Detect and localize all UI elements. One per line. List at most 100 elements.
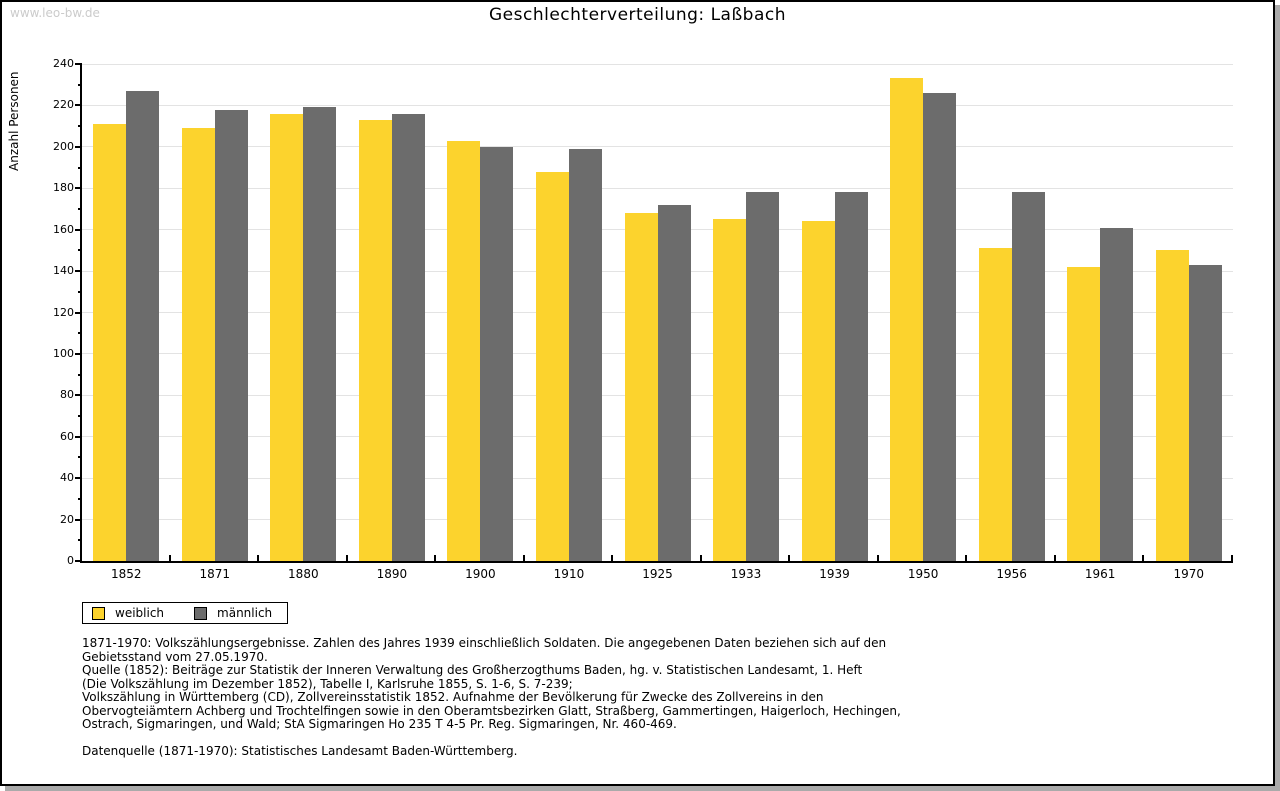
footnote-line: Quelle (1852): Beiträge zur Statistik de… [82,663,863,677]
bar-männlich-1900 [480,146,514,561]
x-axis-boundary-tick [699,555,702,561]
footnote-line: Volkszählung in Württemberg (CD), Zollve… [82,690,824,704]
legend-item-weiblich: weiblich [92,606,164,620]
y-axis-major-tick [75,145,82,148]
y-axis-major-tick [75,228,82,231]
x-axis-boundary-tick [876,555,879,561]
y-axis-tick-label: 200 [53,139,74,153]
legend-swatch-icon [92,606,105,620]
y-gridline [82,187,1233,189]
y-axis-tick-label: 220 [53,98,74,112]
y-axis-major-tick [75,187,82,190]
x-axis-category-label: 1956 [996,567,1027,581]
bar-männlich-1880 [303,107,337,561]
bar-weiblich-1950 [890,78,924,561]
footnote-block: 1871-1970: Volkszählungsergebnisse. Zahl… [82,636,901,732]
legend-box: weiblich männlich [82,602,288,624]
y-gridline [82,104,1233,106]
x-axis-boundary-tick [168,555,171,561]
bar-weiblich-1956 [978,248,1012,561]
bar-weiblich-1933 [713,219,747,561]
x-axis-boundary-tick [1053,555,1056,561]
bar-männlich-1933 [746,192,780,561]
y-axis-tick-label: 180 [53,181,74,195]
bar-weiblich-1890 [358,119,392,561]
y-axis-major-tick [75,270,82,273]
x-axis-category-label: 1880 [288,567,319,581]
y-axis-tick-label: 80 [60,388,74,402]
y-axis-major-tick [75,63,82,65]
bar-weiblich-1880 [270,113,304,561]
footnote-line: Gebietsstand vom 27.05.1970. [82,649,268,664]
bar-männlich-1925 [657,204,691,561]
bar-weiblich-1900 [447,140,481,561]
legend-item-männlich: männlich [194,606,272,620]
x-axis-boundary-tick [965,555,968,561]
page-title: Geschlechterverteilung: Laßbach [488,5,786,25]
x-axis-category-label: 1852 [110,567,142,581]
x-axis-boundary-tick [345,555,348,561]
bar-weiblich-1925 [624,213,658,561]
x-axis-boundary-tick [1231,555,1233,561]
y-axis-tick-label: 40 [60,471,74,485]
x-axis-boundary-tick [1142,555,1145,561]
x-axis-category-label: 1933 [730,567,762,581]
bar-männlich-1950 [923,92,957,561]
y-axis-major-tick [75,435,82,438]
footnote-line: Obervogteiämtern Achberg und Trochtelfin… [82,703,901,718]
y-axis-major-tick [75,394,82,397]
y-gridline [82,63,1233,65]
footnote-line: 1871-1970: Volkszählungsergebnisse. Zahl… [82,636,887,650]
y-axis-major-tick [75,352,82,355]
bar-männlich-1871 [214,109,248,561]
y-axis-major-tick [75,104,82,107]
bar-weiblich-1852 [93,124,127,561]
x-axis-boundary-tick [434,555,437,561]
y-axis-tick-label: 160 [53,222,74,236]
y-axis-major-tick [75,518,82,521]
y-axis-tick-label: 140 [53,264,74,278]
x-axis-category-label: 1871 [199,567,231,581]
x-axis-boundary-tick [788,555,791,561]
y-axis-tick-label: 240 [53,57,74,70]
bar-männlich-1910 [568,148,602,561]
bar-weiblich-1910 [535,171,569,561]
x-axis-boundary-tick [611,555,614,561]
y-axis-line [80,64,82,563]
bar-weiblich-1939 [801,221,835,561]
x-axis-category-label: 1925 [642,567,673,581]
y-axis-major-tick [75,477,82,480]
datasource-line: Datenquelle (1871-1970): Statistisches L… [82,744,518,758]
bar-männlich-1890 [391,113,425,561]
x-axis-boundary-tick [522,555,525,561]
x-axis-category-label: 1970 [1173,567,1204,581]
legend-swatch-icon [194,606,208,620]
y-axis-tick-label: 20 [60,512,74,526]
y-axis-major-tick [75,560,82,562]
legend-label: weiblich [115,606,165,620]
watermark-text: www.leo-bw.de [10,6,100,20]
legend-label: männlich [217,606,273,620]
bar-weiblich-1871 [181,128,215,561]
x-axis-category-label: 1950 [907,567,939,581]
bar-männlich-1939 [834,192,868,561]
y-axis-tick-label: 100 [53,346,74,360]
footnote-line: Ostrach, Sigmaringen, und Wald; StA Sigm… [82,717,677,731]
y-axis-tick-label: 120 [53,305,74,319]
y-axis-label: Anzahl Personen [7,71,21,172]
x-axis-category-label: 1890 [376,567,408,581]
plot-area: 0 20 40 60 80 100 120 140 160 180 200 220 240 1852 187… [53,57,1233,581]
bar-männlich-1956 [1011,192,1045,561]
bar-männlich-1970 [1188,264,1222,561]
bar-weiblich-1970 [1155,250,1189,561]
bar-männlich-1852 [126,90,160,561]
y-axis-tick-label: 60 [60,429,74,443]
bar-weiblich-1961 [1067,266,1101,561]
x-axis-boundary-tick [257,555,260,561]
x-axis-category-label: 1910 [553,567,585,581]
x-axis-category-label: 1939 [819,567,850,581]
footnote-line: (Die Volkszählung im Dezember 1852), Tab… [82,676,573,691]
y-gridline [82,146,1233,148]
bar-männlich-1961 [1100,227,1134,561]
